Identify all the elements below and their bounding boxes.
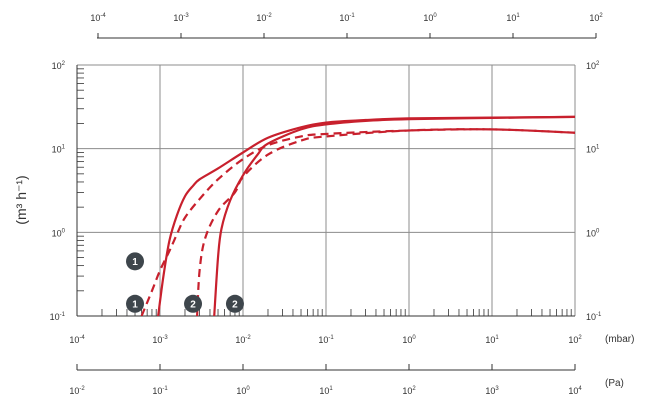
pa-tick-label: 102 <box>402 386 416 396</box>
pa-tick-label: 103 <box>485 386 499 396</box>
right-tick-label: 101 <box>586 145 600 155</box>
mbar-tick-label: 10-1 <box>318 335 334 345</box>
pa-tick-label: 104 <box>568 386 582 396</box>
marker-label: 2 <box>232 299 238 310</box>
top-axis-tick-label: 100 <box>423 13 437 23</box>
mbar-unit-label: (mbar) <box>605 334 634 345</box>
mbar-tick-label: 101 <box>485 335 499 345</box>
series-3-solid-curve <box>213 115 575 316</box>
minor-ticks <box>77 68 572 316</box>
left-axis: 10-1 100 101 102 <box>50 61 66 322</box>
mbar-tick-label: 10-3 <box>152 335 168 345</box>
mbar-tick-label: 10-4 <box>69 335 85 345</box>
grid <box>77 65 575 316</box>
curves <box>140 115 575 316</box>
pa-tick-label: 100 <box>236 386 250 396</box>
right-tick-label: 10-1 <box>586 312 602 322</box>
marker-label: 1 <box>132 257 138 268</box>
top-axis-tick-label: 10-2 <box>256 13 272 23</box>
marker-label: 1 <box>132 299 138 310</box>
top-axis-tick-label: 10-3 <box>173 13 189 23</box>
top-axis-tick-label: 10-4 <box>90 13 106 23</box>
top-axis: 10-4 10-3 10-2 10-1 100 101 102 <box>90 13 603 39</box>
bottom-axis-mbar: 10-4 10-3 10-2 10-1 100 101 102 <box>69 335 582 345</box>
mbar-tick-label: 100 <box>402 335 416 345</box>
top-axis-tick-label: 101 <box>506 13 520 23</box>
top-axis-tick-label: 10-1 <box>339 13 355 23</box>
left-tick-label: 100 <box>52 228 66 238</box>
plot-frame <box>76 64 576 317</box>
right-axis: 10-1 100 101 102 <box>586 61 602 322</box>
marker-1-badge <box>126 294 145 313</box>
marker-2-badge <box>184 294 203 313</box>
right-tick-label: 102 <box>586 61 600 71</box>
series-1-solid-curve <box>157 115 575 316</box>
markers: 1 1 2 2 <box>126 252 244 313</box>
pa-unit-label: (Pa) <box>605 378 624 389</box>
left-tick-label: 102 <box>52 61 66 71</box>
series-2-dashed-curve <box>140 128 575 316</box>
bottom-axis-pa: 10-2 10-1 100 101 102 103 104 <box>69 364 582 396</box>
pa-tick-label: 10-2 <box>69 386 85 396</box>
series-4-dashed-curve <box>196 128 575 316</box>
right-tick-label: 100 <box>586 228 600 238</box>
pa-tick-label: 10-1 <box>152 386 168 396</box>
mbar-tick-label: 102 <box>568 335 582 345</box>
left-tick-label: 101 <box>52 145 66 155</box>
mbar-tick-label: 10-2 <box>235 335 251 345</box>
marker-1-badge <box>126 252 145 271</box>
pa-tick-label: 101 <box>319 386 333 396</box>
left-tick-label: 10-1 <box>50 312 66 322</box>
y-axis-label: (m³ h⁻¹) <box>13 175 29 224</box>
marker-2-badge <box>225 294 244 313</box>
marker-label: 2 <box>190 299 196 310</box>
top-axis-tick-label: 102 <box>589 13 603 23</box>
